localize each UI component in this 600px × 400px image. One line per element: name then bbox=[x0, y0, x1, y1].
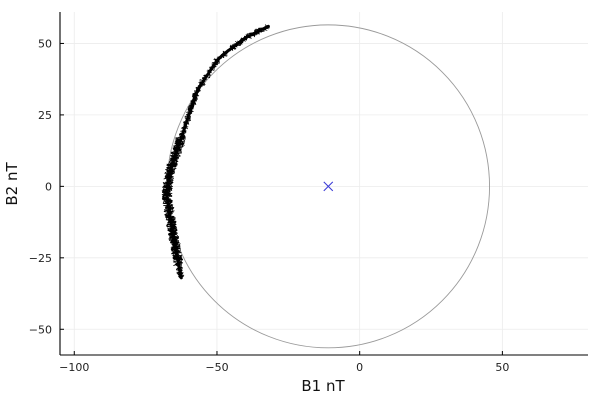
x-tick-label: 50 bbox=[495, 361, 509, 374]
axes: −100 −50 0 50 −50 −25 0 25 50 bbox=[29, 12, 588, 374]
y-tick-label: −25 bbox=[29, 252, 52, 265]
center-marker-stroke bbox=[323, 181, 334, 192]
x-tick-label: −100 bbox=[59, 361, 89, 374]
grid bbox=[60, 12, 588, 355]
y-axis-label: B2 nT bbox=[3, 162, 21, 206]
x-tick-label: 0 bbox=[356, 361, 363, 374]
x-tick-label: −50 bbox=[205, 361, 228, 374]
center-marker bbox=[323, 181, 334, 192]
y-tick-label: −50 bbox=[29, 323, 52, 336]
x-axis-label: B1 nT bbox=[301, 377, 345, 395]
y-tick-label: 25 bbox=[38, 109, 52, 122]
y-tick-label: 0 bbox=[45, 180, 52, 193]
data-core bbox=[165, 24, 270, 280]
data-series bbox=[161, 24, 270, 280]
y-tick-label: 50 bbox=[38, 37, 52, 50]
